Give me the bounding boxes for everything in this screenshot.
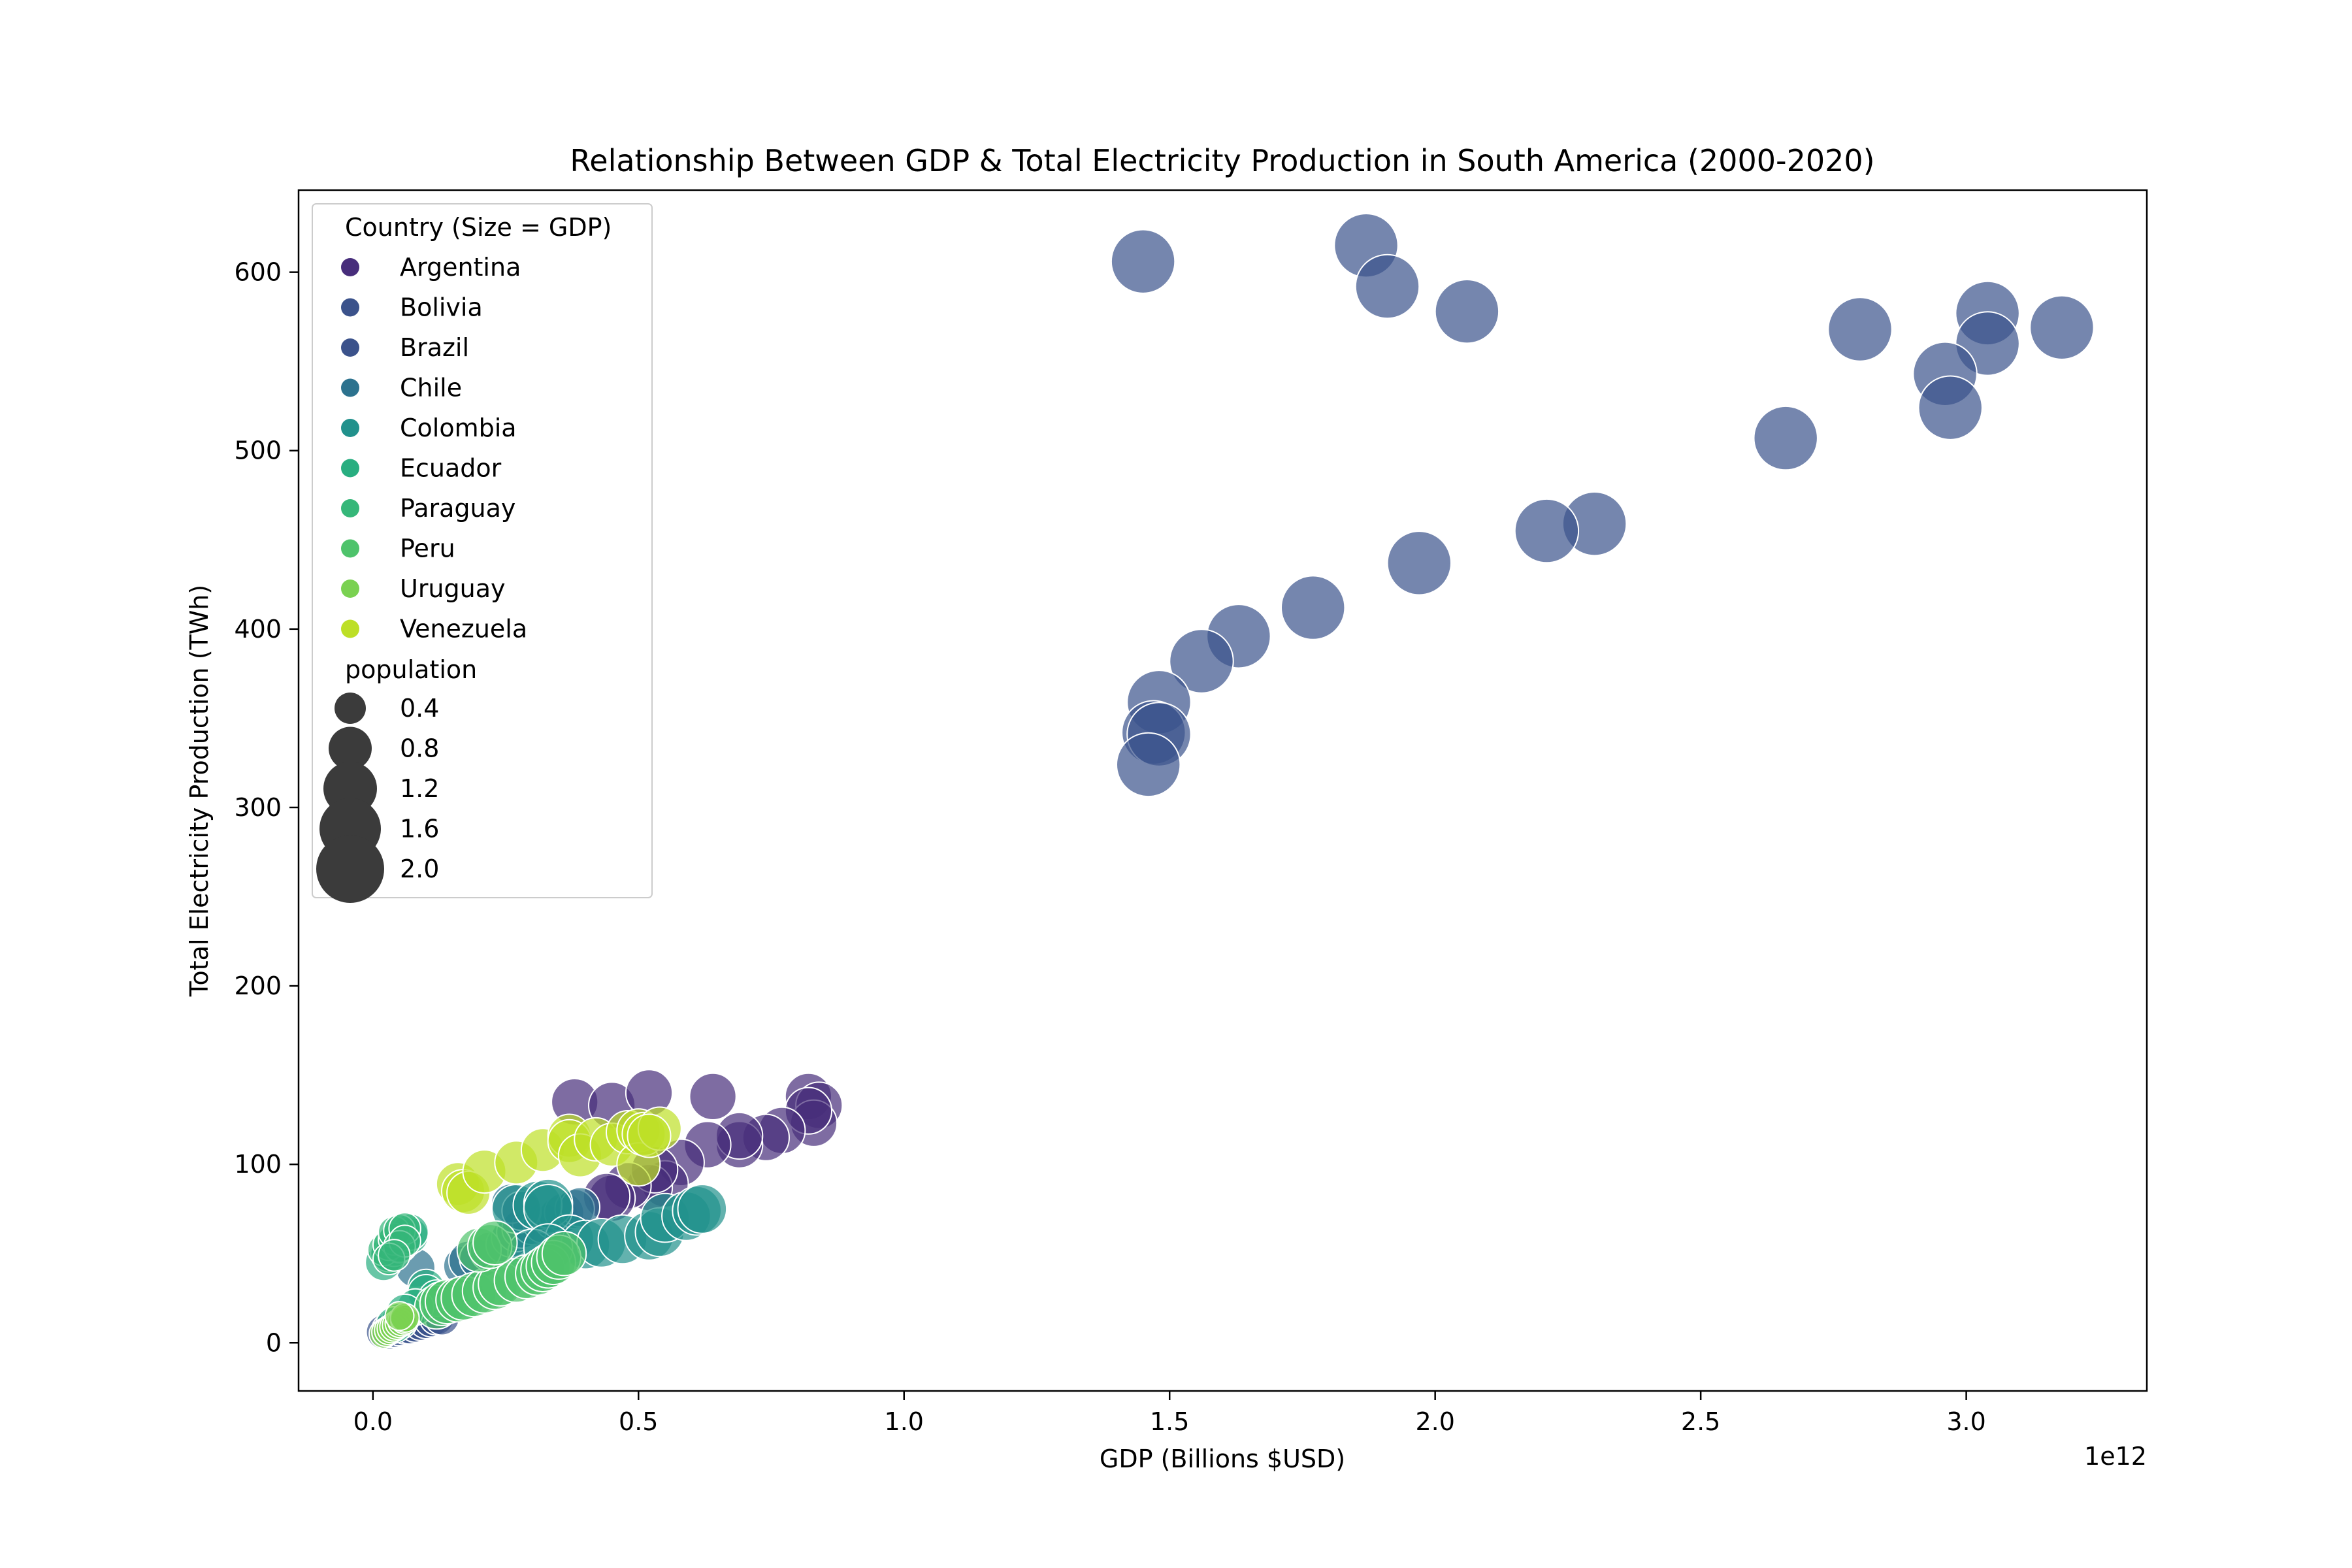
data-point-brazil	[1354, 253, 1420, 319]
y-tick-label: 200	[234, 972, 282, 1000]
x-tick-label: 0.5	[619, 1407, 658, 1436]
data-point-brazil	[1918, 375, 1983, 440]
legend-size-title: population	[345, 655, 477, 684]
x-tick-label: 2.5	[1681, 1407, 1720, 1436]
x-tick-label: 1.5	[1150, 1407, 1189, 1436]
legend-size-entries: 0.4 0.8 1.2 1.6 2.0	[316, 693, 439, 903]
legend-label-colombia: Colombia	[400, 414, 517, 442]
x-axis-title: GDP (Billions $USD)	[1100, 1445, 1345, 1473]
data-point-brazil	[1169, 629, 1234, 694]
data-point-uruguay	[384, 1301, 415, 1331]
legend-marker-chile	[341, 378, 359, 397]
y-tick-label: 0	[266, 1328, 282, 1357]
legend-label-brazil: Brazil	[400, 333, 469, 362]
legend-marker-bolivia	[341, 298, 359, 317]
data-point-paraguay	[378, 1239, 411, 1272]
x-tick-label: 3.0	[1946, 1407, 1985, 1436]
legend-label-argentina: Argentina	[400, 253, 521, 282]
data-point-brazil	[2029, 295, 2095, 360]
legend-size-label: 1.2	[400, 774, 439, 803]
data-point-colombia	[677, 1184, 728, 1234]
chart-title: Relationship Between GDP & Total Electri…	[570, 143, 1874, 178]
legend-marker-paraguay	[341, 499, 359, 517]
legend-size-marker	[335, 693, 366, 724]
data-point-argentina	[689, 1072, 737, 1121]
data-point-brazil	[1753, 405, 1818, 471]
x-tick-label: 1.0	[885, 1407, 924, 1436]
data-point-peru	[541, 1231, 587, 1277]
legend-label-chile: Chile	[400, 374, 462, 402]
legend-hue-entries: Argentina Bolivia Brazil Chile Colombia Ecuad…	[341, 253, 527, 644]
legend-size-marker	[316, 835, 384, 903]
x-axis: 0.0 0.5 1.0 1.5 2.0 2.5 3.0	[353, 1391, 1986, 1436]
legend-size-label: 2.0	[400, 855, 439, 883]
y-tick-label: 600	[234, 258, 282, 287]
legend-label-uruguay: Uruguay	[400, 574, 506, 603]
x-tick-label: 2.0	[1415, 1407, 1454, 1436]
legend-label-venezuela: Venezuela	[400, 615, 527, 644]
legend-marker-brazil	[341, 338, 359, 357]
legend-label-peru: Peru	[400, 534, 455, 563]
y-tick-label: 100	[234, 1150, 282, 1179]
legend-marker-colombia	[341, 419, 359, 437]
data-point-brazil	[1110, 229, 1176, 294]
data-point-brazil	[1514, 498, 1580, 564]
legend-label-paraguay: Paraguay	[400, 494, 515, 523]
x-tick-label: 0.0	[353, 1407, 393, 1436]
data-point-brazil	[1116, 732, 1181, 798]
data-point-brazil	[1434, 279, 1500, 344]
legend-size-label: 1.6	[400, 815, 439, 843]
legend-hue-title: Country (Size = GDP)	[345, 213, 612, 242]
legend-size-marker	[329, 727, 372, 770]
legend-marker-uruguay	[341, 580, 359, 598]
legend-size-label: 0.4	[400, 694, 439, 723]
legend-size-label: 0.8	[400, 734, 439, 763]
legend: Country (Size = GDP) Argentina Bolivia Bra…	[312, 203, 653, 903]
y-axis: 0 100 200 300 400 500 600	[234, 258, 299, 1357]
y-tick-label: 300	[234, 793, 282, 822]
legend-marker-argentina	[341, 258, 359, 276]
data-point-peru	[472, 1220, 518, 1266]
y-tick-label: 400	[234, 615, 282, 644]
points-layer	[365, 213, 2095, 1350]
legend-marker-ecuador	[341, 459, 359, 478]
plot-area	[297, 189, 2148, 1392]
legend-label-bolivia: Bolivia	[400, 293, 483, 322]
y-axis-title: Total Electricity Production (TWh)	[185, 585, 214, 997]
legend-marker-peru	[341, 539, 359, 558]
data-point-brazil	[1281, 575, 1346, 640]
legend-frame	[312, 203, 653, 898]
y-tick-label: 500	[234, 436, 282, 465]
data-point-brazil	[1386, 531, 1452, 596]
x-axis-offset-label: 1e12	[2084, 1442, 2147, 1471]
legend-marker-venezuela	[341, 619, 359, 638]
legend-label-ecuador: Ecuador	[400, 454, 502, 483]
data-point-venezuela	[627, 1113, 672, 1158]
data-point-brazil	[1827, 297, 1893, 362]
